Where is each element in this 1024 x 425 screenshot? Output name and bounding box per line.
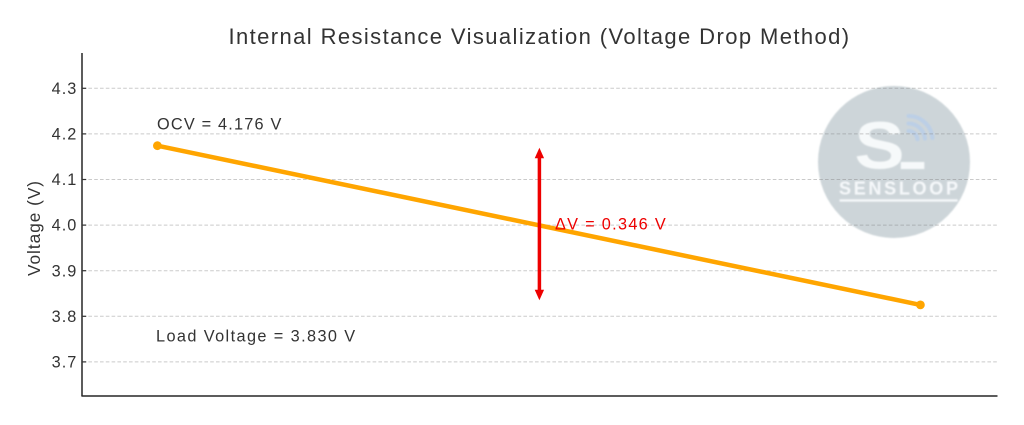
svg-text:4.0: 4.0: [52, 217, 78, 235]
svg-text:Voltage (V): Voltage (V): [24, 180, 44, 276]
svg-text:Load Voltage = 3.830 V: Load Voltage = 3.830 V: [156, 327, 357, 345]
svg-text:3.9: 3.9: [52, 262, 78, 280]
svg-text:OCV = 4.176 V: OCV = 4.176 V: [157, 116, 283, 134]
svg-text:4.2: 4.2: [52, 126, 78, 144]
svg-text:4.1: 4.1: [52, 171, 78, 189]
svg-text:3.8: 3.8: [52, 308, 78, 326]
svg-text:SENSLOOP: SENSLOOP: [839, 179, 958, 199]
svg-text:4.3: 4.3: [52, 80, 78, 98]
svg-text:Internal Resistance Visualizat: Internal Resistance Visualization (Volta…: [228, 24, 850, 49]
svg-text:3.7: 3.7: [52, 354, 78, 372]
svg-text:S: S: [854, 109, 904, 183]
svg-text:ΔV = 0.346 V: ΔV = 0.346 V: [555, 216, 667, 234]
